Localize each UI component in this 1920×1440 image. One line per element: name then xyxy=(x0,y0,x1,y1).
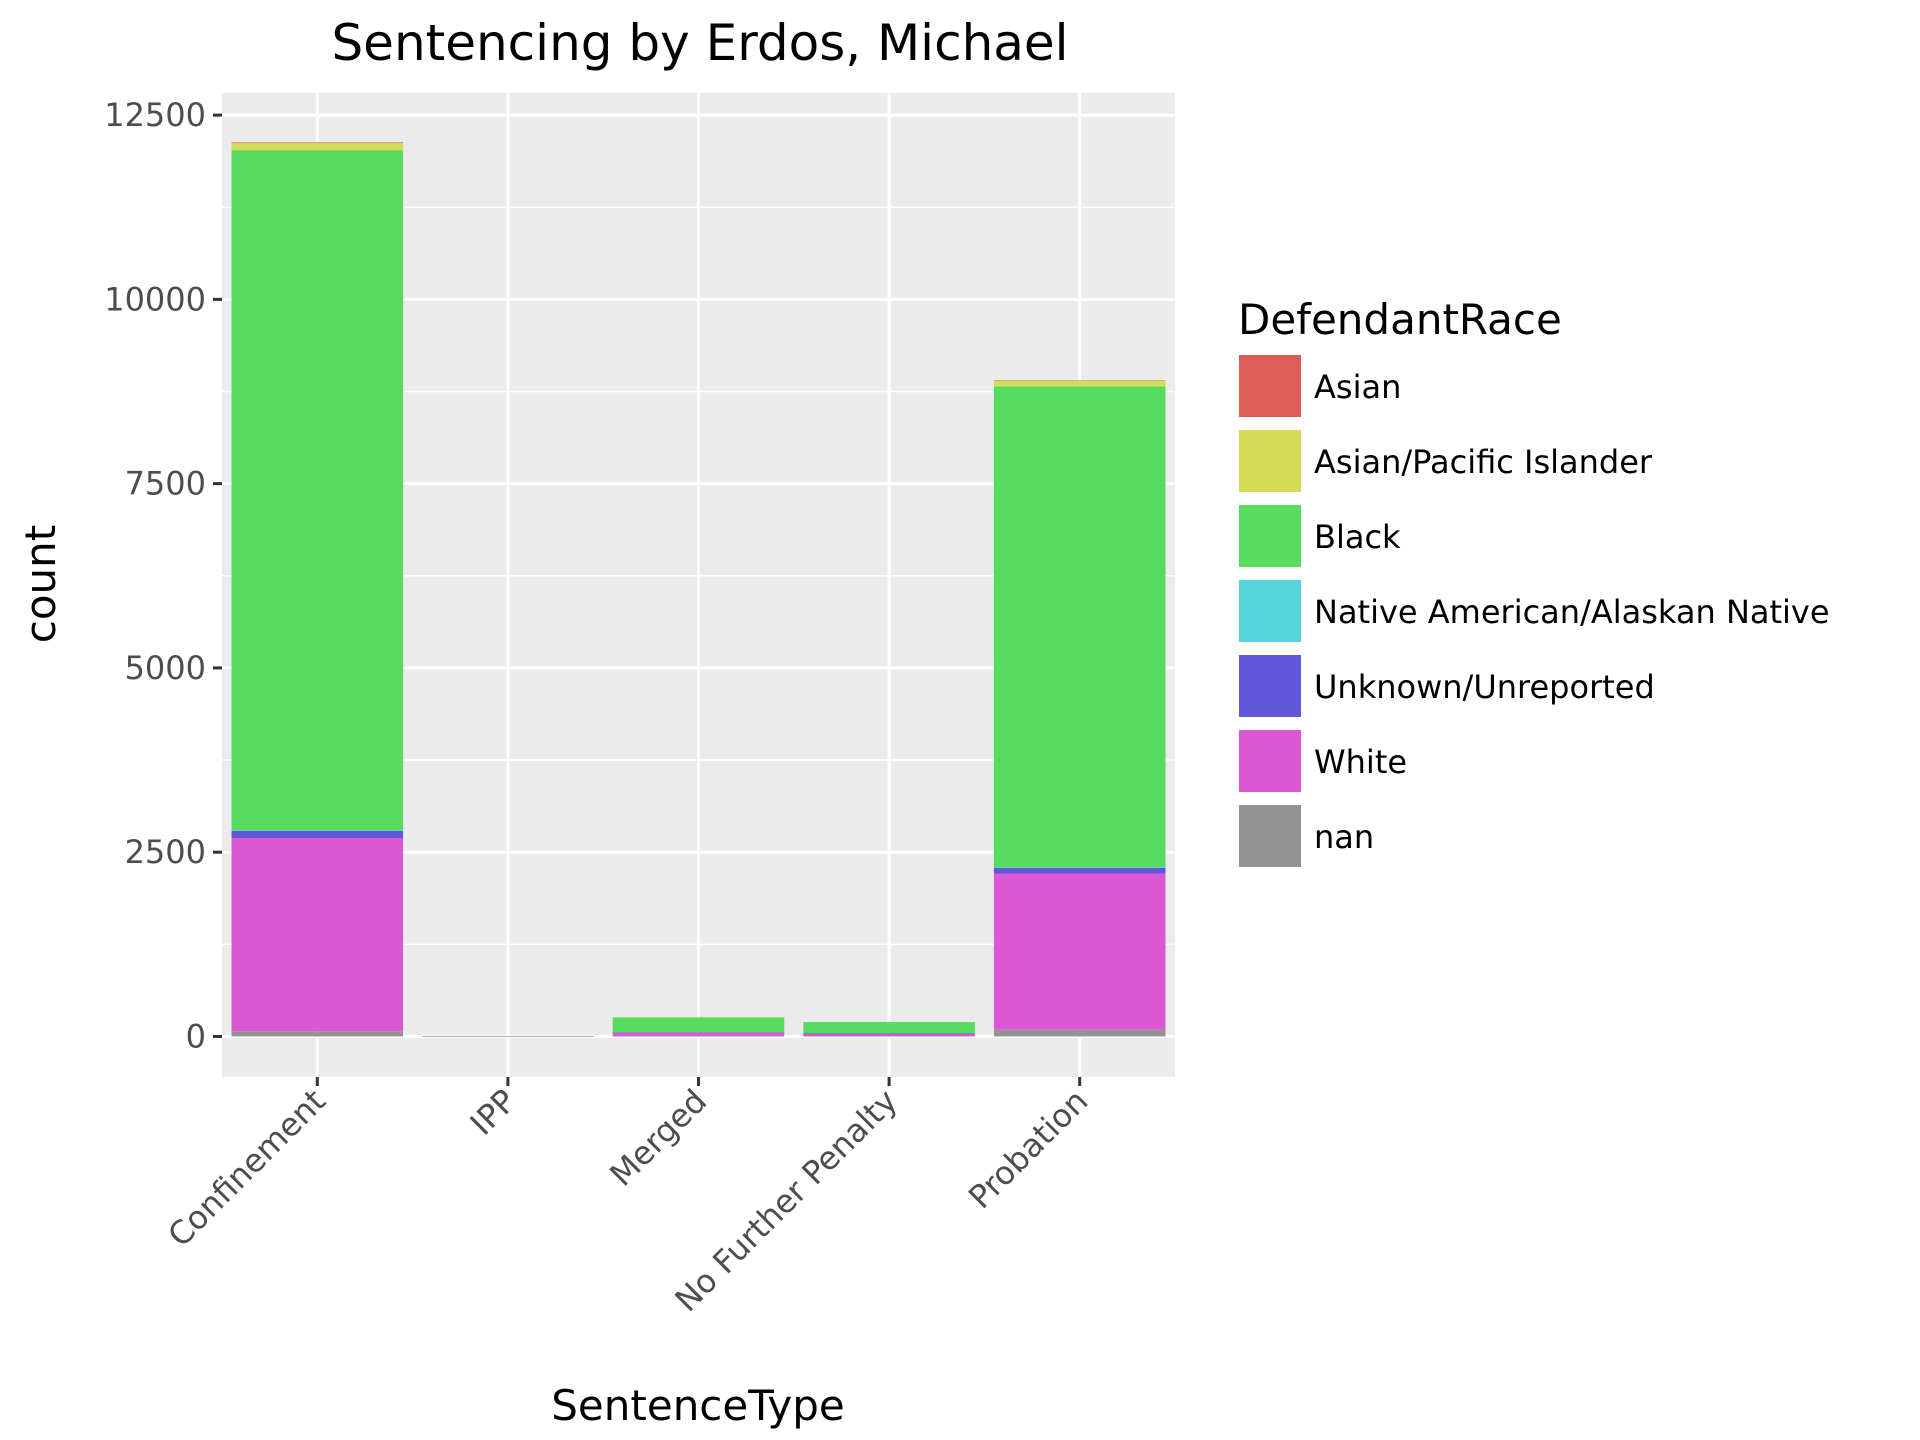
chart-title: Sentencing by Erdos, Michael xyxy=(331,14,1068,72)
legend-key xyxy=(1237,503,1303,569)
bar-segment xyxy=(231,142,404,144)
bar-segment xyxy=(993,1029,1166,1037)
y-tick-label: 12500 xyxy=(104,96,206,134)
bar-segment xyxy=(612,1017,785,1033)
bar-segment xyxy=(993,867,1166,868)
bar-segment xyxy=(803,1022,975,1034)
bar-segment xyxy=(803,1033,975,1037)
bar-segment xyxy=(803,1036,975,1037)
y-tick-label: 10000 xyxy=(104,280,206,318)
bar-segment xyxy=(612,1036,785,1037)
y-tick-label: 2500 xyxy=(125,833,206,871)
legend-title: DefendantRace xyxy=(1238,295,1562,344)
legend-key xyxy=(1237,803,1303,869)
bar-segment xyxy=(993,380,1166,381)
bar-segment xyxy=(231,830,404,831)
legend-key xyxy=(1237,653,1303,719)
legend-label: Black xyxy=(1314,518,1401,556)
bar-segment xyxy=(993,867,1166,874)
legend-label: Native American/Alaskan Native xyxy=(1314,593,1830,631)
bar-segment xyxy=(993,873,1166,1030)
y-tick-label: 7500 xyxy=(125,465,206,503)
legend-key xyxy=(1237,578,1303,644)
legend-key xyxy=(1237,728,1303,794)
legend-label: Asian/Pacific Islander xyxy=(1314,443,1653,481)
bar-segment xyxy=(803,1033,975,1035)
bar-segment xyxy=(612,1032,785,1033)
legend-label: Asian xyxy=(1314,368,1401,406)
bar-segment xyxy=(993,386,1166,868)
x-axis-title: SentenceType xyxy=(551,1381,844,1430)
legend-key xyxy=(1237,428,1303,494)
y-axis: 0 2500 5000 7500 10000 12500 xyxy=(104,96,222,1055)
bar-segment xyxy=(993,380,1166,387)
legend-label: White xyxy=(1314,743,1407,781)
legend-label: Unknown/Unreported xyxy=(1314,668,1655,706)
bar-segment xyxy=(612,1032,785,1037)
bar-segment xyxy=(422,1036,594,1037)
y-tick-label: 5000 xyxy=(125,649,206,687)
bars xyxy=(231,142,1166,1037)
y-axis-title: count xyxy=(16,525,65,644)
y-tick-label: 0 xyxy=(186,1017,206,1055)
bar-segment xyxy=(231,150,404,831)
bar-segment xyxy=(231,1031,404,1037)
legend: DefendantRace Asian Asian/Pacific Islande… xyxy=(1237,295,1830,869)
legend-key xyxy=(1237,353,1303,419)
bar-segment xyxy=(231,143,404,151)
bar-segment xyxy=(231,838,404,1032)
legend-label: nan xyxy=(1314,818,1374,856)
bar-segment xyxy=(231,830,404,839)
